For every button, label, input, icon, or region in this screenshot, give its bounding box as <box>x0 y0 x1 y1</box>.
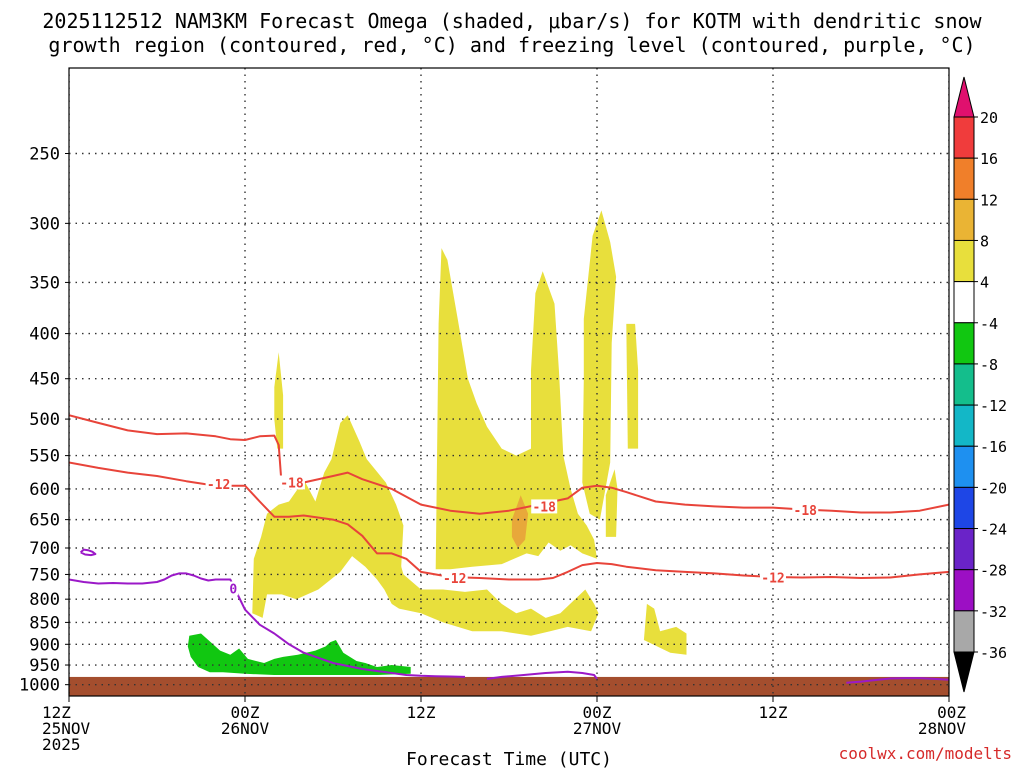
plot-area: -12 -18 -18 -18 -12 -12 0 <box>69 68 949 696</box>
colorbar-bin-10 <box>953 486 975 530</box>
contour-label-0: -12 <box>207 478 230 493</box>
colorbar-label-7: -12 <box>980 397 1007 415</box>
x-tick-label-60-0: 00Z <box>937 703 966 722</box>
chart-title-line-2: growth region (contoured, red, °C) and f… <box>48 33 976 57</box>
colorbar-bin-4 <box>953 239 975 283</box>
colorbar-bin-11 <box>953 528 975 571</box>
colorbar-bottom-arrow <box>953 651 975 693</box>
y-tick-label-800: 800 <box>29 590 60 610</box>
colorbar-label-2: 12 <box>980 191 998 209</box>
colorbar-top-arrow <box>953 76 975 118</box>
colorbar-label-13: -36 <box>980 644 1007 662</box>
colorbar-label-0: 20 <box>980 109 998 127</box>
omega-region-0-0 <box>274 352 284 449</box>
contour-label-3: -18 <box>794 504 818 519</box>
omega-region-0-4 <box>582 210 617 520</box>
colorbar: 20 16 12 8 4 -4 -8 -12 -16 -20 -24 -28 -32 -36 <box>953 76 1007 693</box>
y-tick-label-300: 300 <box>29 214 60 234</box>
colorbar-label-1: 16 <box>980 150 998 168</box>
contour-line-5 <box>846 677 949 684</box>
source-credit-link[interactable]: coolwx.com/modelts <box>838 744 1012 763</box>
contour-label-bg-0 <box>205 476 232 491</box>
colorbar-label-4: 4 <box>980 274 989 292</box>
x-tick-label-12-1: 26NOV <box>221 719 270 738</box>
x-tick-label-12-0: 00Z <box>231 703 260 722</box>
colorbar-label-6: -8 <box>980 356 998 374</box>
plot-content: -12 -18 -18 -18 -12 -12 0 <box>69 68 949 696</box>
y-tick-label-250: 250 <box>29 144 60 164</box>
y-tick-label-650: 650 <box>29 511 60 531</box>
contour-label-bg-1 <box>278 475 305 490</box>
colorbar-bin-3 <box>953 198 975 241</box>
y-tick-label-900: 900 <box>29 635 60 655</box>
colorbar-label-11: -28 <box>980 562 1007 580</box>
colorbar-bin-12 <box>953 569 975 612</box>
colorbar-bin-8 <box>953 404 975 447</box>
contour-label-4: -12 <box>443 572 466 587</box>
omega-region-0-2 <box>388 542 599 636</box>
contour-label-bg-6 <box>228 581 239 596</box>
y-tick-label-750: 750 <box>29 565 60 585</box>
chart-title-line-1: 2025112512 NAM3KM Forecast Omega (shaded… <box>42 9 982 33</box>
y-tick-label-850: 850 <box>29 613 60 633</box>
y-tick-label-500: 500 <box>29 410 60 430</box>
axes: 2503003504004505005506006507007508008509… <box>19 67 967 768</box>
contour-label-bg-4 <box>441 571 468 586</box>
y-tick-label-400: 400 <box>29 325 60 345</box>
omega-region-2-0 <box>187 633 411 675</box>
omega-region-0-6 <box>605 469 618 537</box>
colorbar-bin-9 <box>953 445 975 488</box>
x-tick-label-36-1: 27NOV <box>573 719 622 738</box>
colorbar-bin-6 <box>953 322 975 365</box>
contour-label-6: 0 <box>229 582 237 597</box>
y-tick-label-550: 550 <box>29 447 60 467</box>
contour-line-0 <box>69 414 949 515</box>
x-tick-label-0-1: 25NOV <box>42 719 91 738</box>
x-tick-label-0-2: 2025 <box>42 735 81 754</box>
y-tick-label-350: 350 <box>29 273 60 293</box>
contour-label-5: -12 <box>761 571 784 586</box>
y-tick-label-950: 950 <box>29 656 60 676</box>
plot-frame <box>68 67 950 697</box>
omega-region-0-5 <box>626 323 639 449</box>
colorbar-bin-13 <box>953 610 975 653</box>
colorbar-bin-2 <box>953 157 975 200</box>
contour-line-2 <box>69 572 466 678</box>
x-tick-label-36-0: 00Z <box>583 703 612 722</box>
colorbar-label-5: -4 <box>980 315 998 333</box>
colorbar-label-9: -20 <box>980 479 1007 497</box>
y-tick-label-1000: 1000 <box>19 676 60 696</box>
colorbar-label-10: -24 <box>980 521 1007 539</box>
colorbar-bin-1 <box>953 116 975 159</box>
colorbar-label-3: 8 <box>980 232 989 250</box>
y-tick-label-600: 600 <box>29 480 60 500</box>
contour-label-bg-2 <box>531 499 558 514</box>
y-tick-label-450: 450 <box>29 370 60 390</box>
omega-region-0-1 <box>252 415 404 618</box>
colorbar-label-12: -32 <box>980 603 1007 621</box>
contour-line-4 <box>486 670 598 680</box>
contour-label-1: -18 <box>280 477 304 492</box>
ground-layer <box>69 676 949 696</box>
x-tick-label-24-0: 12Z <box>407 703 436 722</box>
x-tick-label-0-0: 12Z <box>42 703 71 722</box>
x-axis-label: Forecast Time (UTC) <box>406 749 612 768</box>
x-tick-label-60-1: 28NOV <box>918 719 967 738</box>
contour-label-bg-5 <box>760 570 786 585</box>
x-tick-label-48-0: 12Z <box>759 703 788 722</box>
omega-region-0-7 <box>643 603 687 655</box>
contour-label-bg-3 <box>792 503 819 518</box>
colorbar-label-8: -16 <box>980 438 1007 456</box>
y-tick-label-700: 700 <box>29 539 60 559</box>
contour-line-3 <box>80 548 97 557</box>
colorbar-bin-7 <box>953 363 975 406</box>
colorbar-bin-5 <box>953 281 975 324</box>
contour-label-2: -18 <box>532 500 556 515</box>
